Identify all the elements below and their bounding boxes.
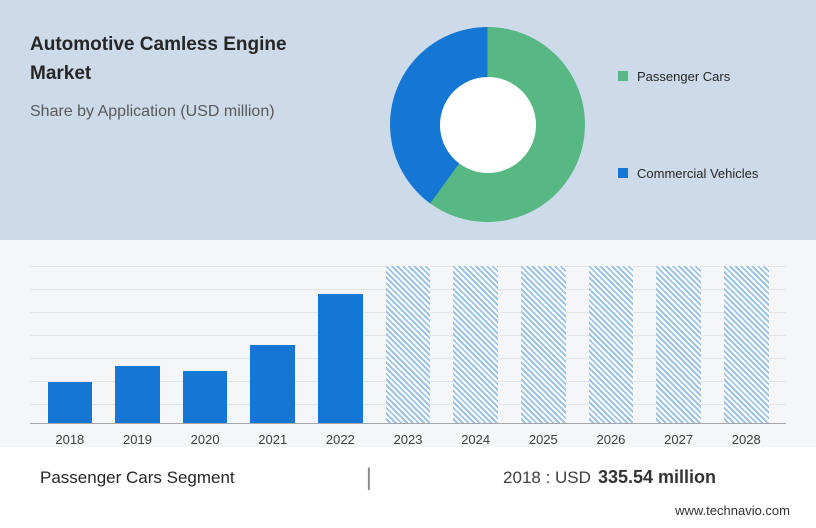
donut-chart <box>390 27 585 222</box>
bar-column-2018 <box>36 266 104 423</box>
x-axis-label-2020: 2020 <box>190 432 220 447</box>
header-panel: Automotive Camless Engine Market Share b… <box>0 0 816 240</box>
bar-2028-forecast <box>723 266 769 423</box>
bar-column-2020 <box>171 266 239 423</box>
x-axis-labels: 2018 2019 2020 2021 2022 2023 2024 2025 2026 2027… <box>30 424 786 447</box>
x-axis-label-2026: 2026 <box>596 432 626 447</box>
page-subtitle: Share by Application (USD million) <box>30 102 275 120</box>
bar-2024-forecast <box>453 266 498 423</box>
x-axis-label-2023: 2023 <box>393 432 423 447</box>
website-bar: www.technavio.com <box>0 502 816 528</box>
bar-2018 <box>47 382 93 423</box>
footer-value: 335.54 million <box>597 467 716 487</box>
legend-swatch-passenger-cars <box>618 71 628 81</box>
bar-column-2019 <box>104 266 172 423</box>
header-text-block: Automotive Camless Engine Market Share b… <box>0 0 360 121</box>
bar-column-2025 <box>509 266 577 423</box>
legend-label-commercial-vehicles: Commercial Vehicles <box>637 165 759 181</box>
legend-swatch-commercial-vehicles <box>618 168 628 178</box>
x-axis-label-2027: 2027 <box>664 432 694 447</box>
legend-item-passenger-cars: Passenger Cars <box>618 69 758 84</box>
x-axis-label-2021: 2021 <box>258 432 288 447</box>
bar-2026-forecast <box>588 266 634 423</box>
bar-2020 <box>182 371 228 423</box>
bar-column-2021 <box>239 266 307 423</box>
footer-separator: | <box>365 463 372 491</box>
bar-2019 <box>115 366 160 423</box>
donut-legend: Passenger Cars Commercial Vehicles <box>618 27 758 222</box>
donut-chart-area <box>390 27 585 222</box>
bar-chart-section: 2018 2019 2020 2021 2022 2023 2024 2025 2026 2027… <box>0 240 816 447</box>
legend-label-passenger-cars: Passenger Cars <box>637 68 731 84</box>
page-title: Automotive Camless Engine Market <box>30 34 287 85</box>
footer-value-prefix: 2018 : USD <box>503 468 591 487</box>
bar-2021 <box>250 344 296 423</box>
x-axis-label-2018: 2018 <box>55 432 85 447</box>
bar-column-2027 <box>645 266 713 423</box>
x-axis-label-2025: 2025 <box>528 432 558 447</box>
footer-bar: Passenger Cars Segment | 2018 : USD 335.… <box>0 447 816 502</box>
bar-2022 <box>318 293 363 423</box>
bar-column-2022 <box>307 266 375 423</box>
bar-2023-forecast <box>385 266 431 423</box>
legend-item-commercial-vehicles: Commercial Vehicles <box>618 166 758 181</box>
website-link[interactable]: www.technavio.com <box>675 503 790 518</box>
x-axis-label-2022: 2022 <box>325 432 355 447</box>
bar-column-2028 <box>712 266 780 423</box>
bar-2025-forecast <box>520 266 566 423</box>
bar-column-2024 <box>442 266 510 423</box>
bar-chart-plot <box>30 266 786 424</box>
bar-column-2026 <box>577 266 645 423</box>
footer-value-group: 2018 : USD 335.54 million <box>503 467 716 488</box>
x-axis-label-2028: 2028 <box>731 432 761 447</box>
bar-column-2023 <box>374 266 442 423</box>
x-axis-label-2019: 2019 <box>123 432 152 447</box>
x-axis-label-2024: 2024 <box>461 432 491 447</box>
segment-label: Passenger Cars Segment <box>40 467 235 487</box>
bar-2027-forecast <box>656 266 701 423</box>
